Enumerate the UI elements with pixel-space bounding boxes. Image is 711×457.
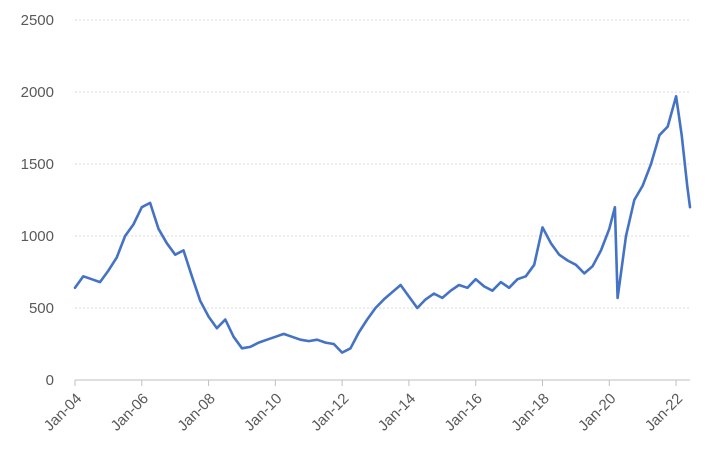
x-tick-label: Jan-08 — [174, 390, 218, 434]
x-tick-label: Jan-06 — [108, 390, 152, 434]
x-tick-label: Jan-20 — [575, 390, 619, 434]
x-axis-tick-labels: Jan-04 Jan-06 Jan-08 Jan-10 Jan-12 Jan-14 Jan-… — [41, 390, 687, 434]
y-tick-label: 0 — [46, 372, 54, 389]
y-axis-tick-labels: 0 500 1000 1500 2000 2500 — [21, 12, 54, 389]
x-tick-label: Jan-04 — [41, 390, 85, 434]
y-tick-label: 1500 — [21, 156, 54, 173]
y-tick-label: 500 — [29, 300, 54, 317]
y-tick-label: 1000 — [21, 228, 54, 245]
x-tick-label: Jan-18 — [508, 390, 552, 434]
x-tick-label: Jan-12 — [308, 390, 352, 434]
x-tick-label: Jan-22 — [642, 390, 686, 434]
x-tick-label: Jan-10 — [241, 390, 285, 434]
gridlines — [75, 19, 690, 309]
x-tick-label: Jan-14 — [375, 390, 419, 434]
x-axis-tick-marks — [74, 380, 677, 386]
x-tick-label: Jan-16 — [441, 390, 485, 434]
series-line — [73, 95, 692, 354]
y-tick-label: 2000 — [21, 84, 54, 101]
y-tick-label: 2500 — [21, 12, 54, 29]
